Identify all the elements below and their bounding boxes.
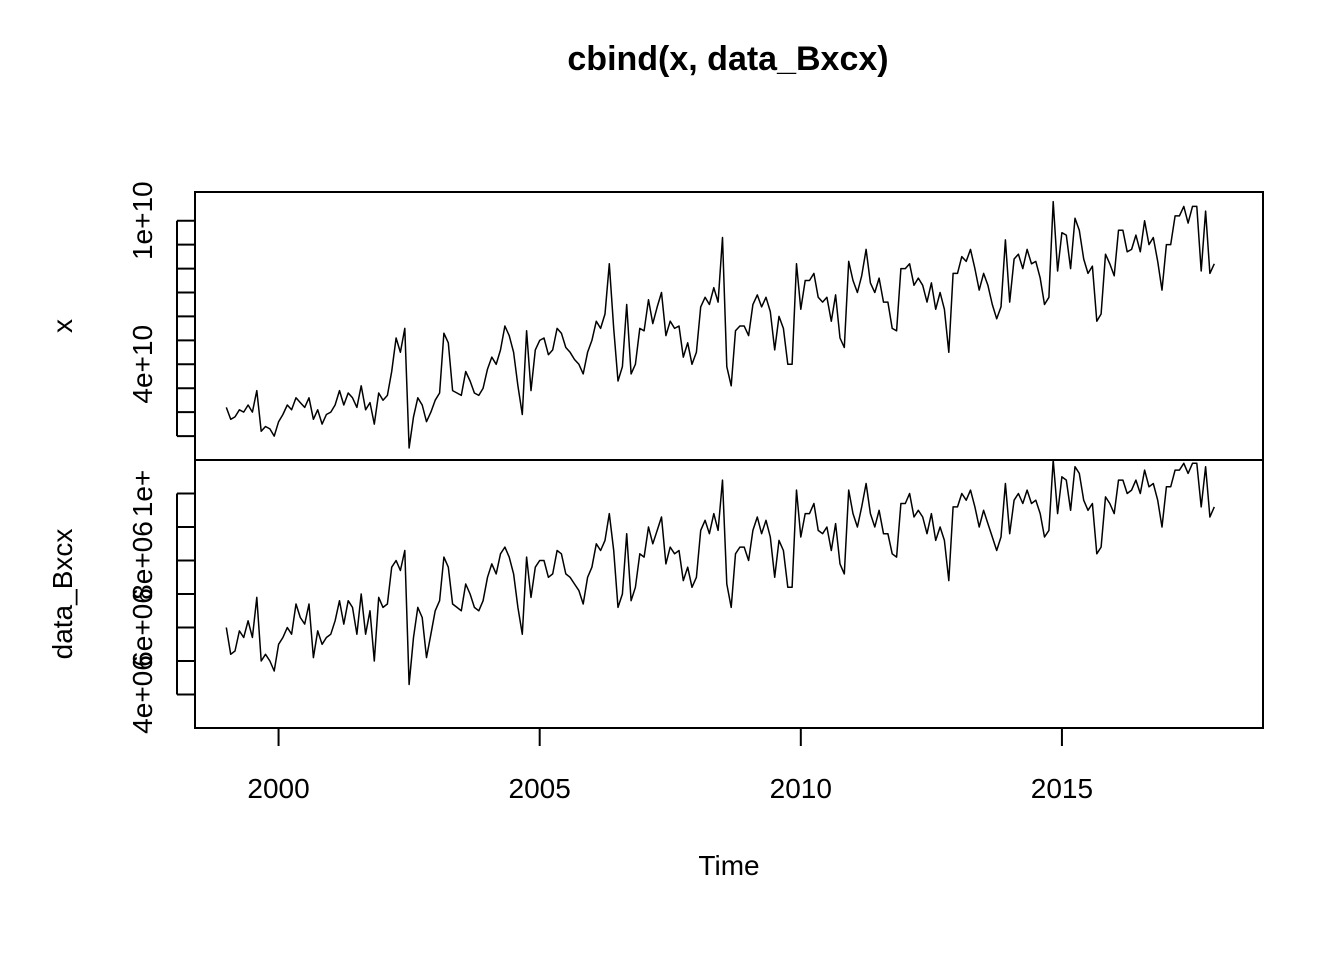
y-tick-label: 4e+06 (127, 655, 158, 734)
chart-title: cbind(x, data_Bxcx) (567, 40, 888, 78)
y-tick-label: 8e+06 (127, 521, 158, 600)
y-tick-label: 1e+ (127, 470, 158, 518)
x-tick-label: 2015 (1031, 773, 1093, 804)
series-line-data-bxcx (225, 459, 1215, 686)
x-tick-label: 2005 (509, 773, 571, 804)
x-tick-label: 2000 (247, 773, 309, 804)
top-y-axis: 4e+10 1e+10 (127, 181, 195, 438)
y-tick-label: 4e+10 (127, 325, 158, 404)
x-tick-label: 2010 (770, 773, 832, 804)
y-tick-label: 1e+10 (127, 181, 158, 260)
series-line-x (225, 200, 1215, 449)
panel-top-frame (194, 191, 1264, 461)
top-y-axis-label: x (47, 319, 78, 333)
x-axis: 2000 2005 2010 2015 (247, 727, 1093, 804)
bottom-y-axis-label: data_Bxcx (47, 529, 78, 660)
x-axis-label: Time (698, 850, 759, 881)
y-tick-label: 6e+06 (127, 588, 158, 667)
